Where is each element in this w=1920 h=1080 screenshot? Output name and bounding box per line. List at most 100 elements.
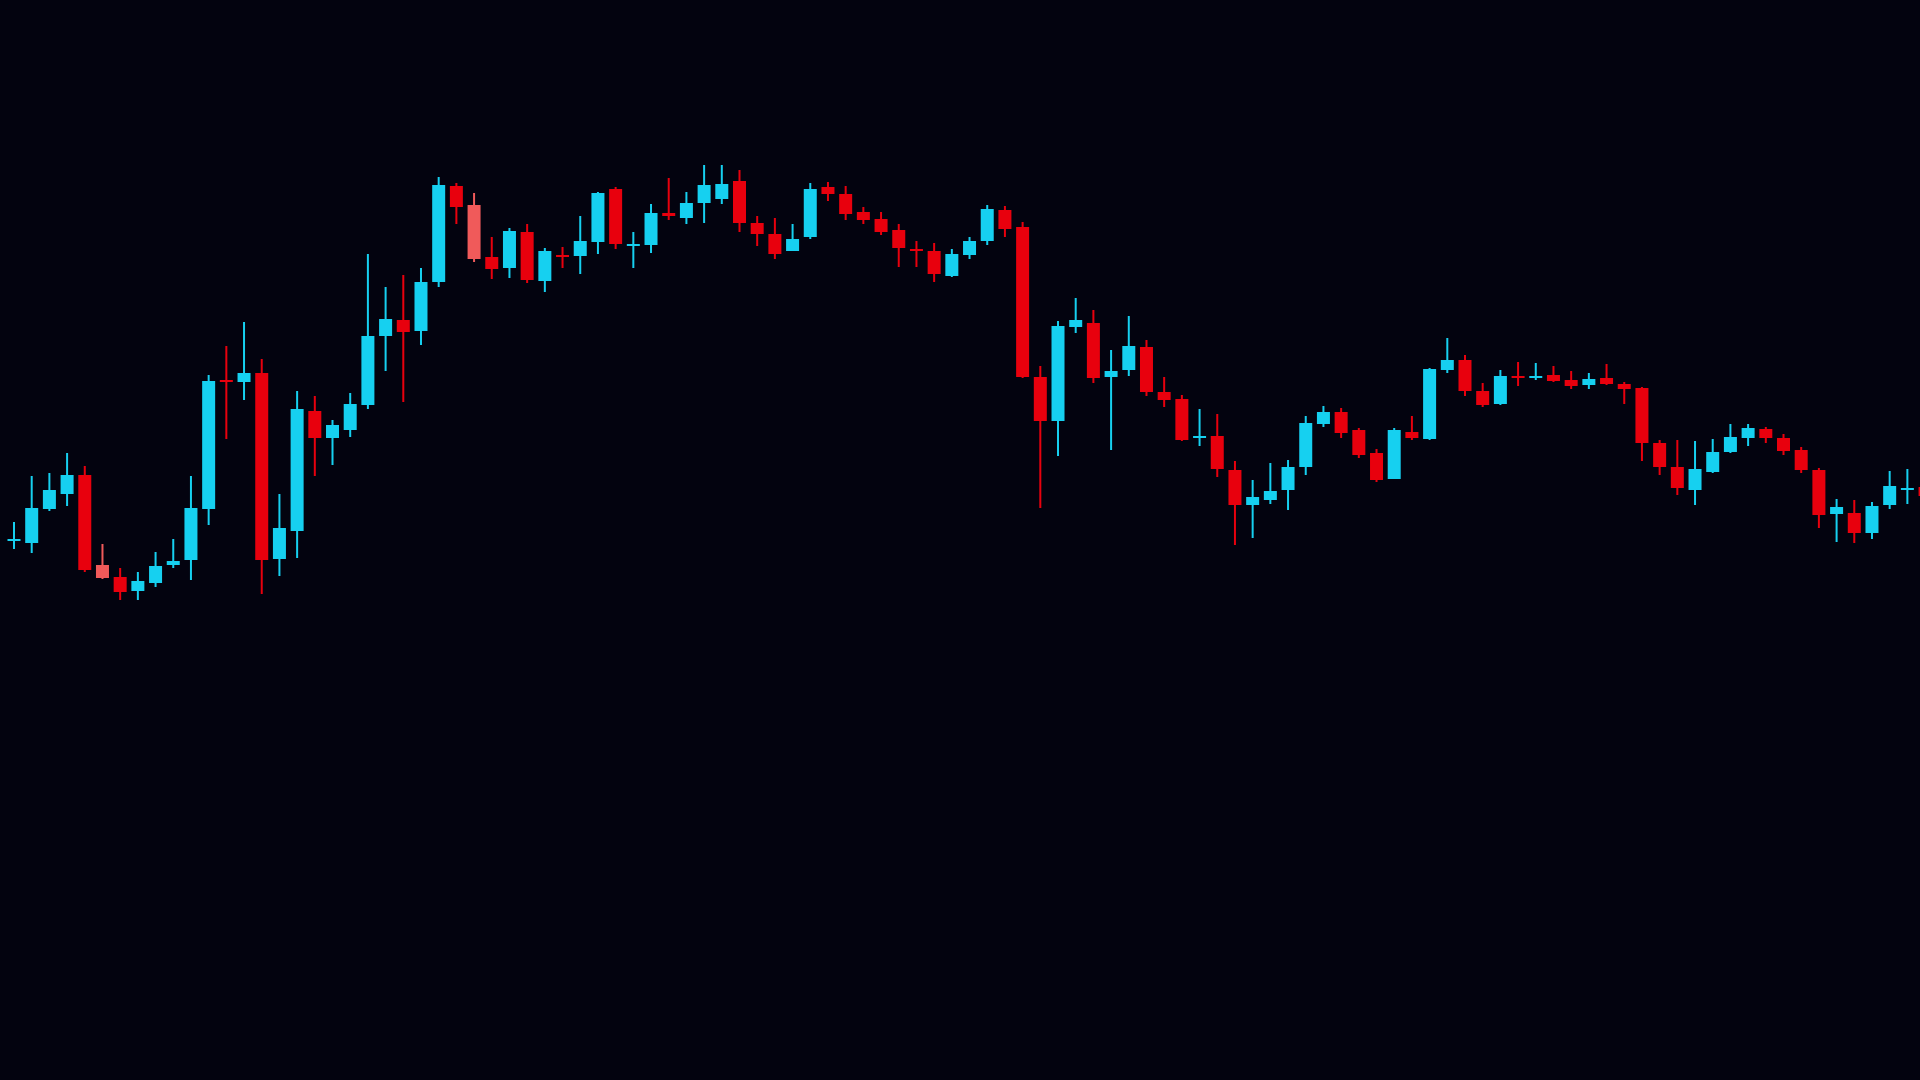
candle	[1033, 366, 1047, 508]
candle	[963, 237, 977, 259]
candle-body	[1918, 487, 1920, 496]
candle	[1670, 440, 1684, 495]
candle	[626, 232, 640, 268]
candle	[945, 249, 959, 277]
candle-body	[414, 282, 428, 331]
candle	[1104, 350, 1118, 450]
candle	[644, 204, 658, 253]
candle-body	[7, 539, 21, 541]
candle-body	[432, 185, 446, 282]
candle	[396, 275, 410, 402]
candle-body	[520, 232, 534, 280]
candle-body	[1405, 432, 1419, 438]
candle	[1387, 428, 1401, 479]
candle-body	[290, 409, 304, 531]
candle	[1564, 371, 1578, 389]
candle	[1175, 395, 1189, 441]
candle	[343, 393, 357, 437]
candle	[485, 237, 499, 279]
candle-body	[1175, 399, 1189, 440]
candle-body	[1759, 429, 1773, 438]
candle	[1794, 447, 1808, 473]
candle-body	[1033, 377, 1047, 421]
candle-body	[1511, 376, 1525, 378]
candle-body	[697, 185, 711, 203]
candle-body	[1104, 371, 1118, 377]
candle-body	[1139, 347, 1153, 392]
candle-body	[184, 508, 198, 560]
candle	[1865, 502, 1879, 539]
candle	[1493, 370, 1507, 405]
candle	[1529, 363, 1543, 380]
candle	[556, 247, 570, 268]
candle-body	[1157, 392, 1171, 400]
candle	[1759, 427, 1773, 443]
candle	[803, 183, 817, 239]
candle	[1069, 298, 1083, 333]
candle-body	[1334, 412, 1348, 433]
candle	[821, 182, 835, 201]
candle	[1900, 469, 1914, 504]
candle	[1122, 316, 1136, 376]
candle	[520, 224, 534, 283]
candle	[1476, 383, 1490, 407]
candle	[290, 391, 304, 558]
candle-body	[821, 187, 835, 194]
candle-body	[980, 209, 994, 241]
candle	[1830, 499, 1844, 542]
candle	[449, 183, 463, 224]
candle	[786, 224, 800, 251]
candle-body	[945, 254, 959, 276]
candle	[149, 552, 163, 587]
candle	[1741, 424, 1755, 446]
candle-body	[78, 475, 92, 570]
candle	[1263, 463, 1277, 504]
candle-body	[998, 210, 1012, 229]
candle-body	[502, 231, 516, 268]
candle	[1688, 441, 1702, 505]
candle-body	[556, 255, 570, 257]
candle-body	[909, 249, 923, 251]
candle	[1228, 461, 1242, 545]
candle-body	[396, 320, 410, 332]
candle	[573, 216, 587, 274]
candle-body	[1600, 378, 1614, 384]
candle	[1777, 434, 1790, 455]
candle	[25, 476, 39, 553]
candle	[1299, 416, 1313, 475]
candle	[1653, 440, 1667, 475]
candle	[1440, 338, 1454, 373]
candle-body	[1193, 436, 1207, 438]
candle	[856, 207, 870, 224]
candle-body	[963, 241, 977, 255]
candle-body	[662, 213, 676, 216]
candle-body	[1051, 326, 1065, 421]
candle	[1617, 382, 1631, 404]
candles-layer	[7, 165, 1920, 600]
candle-body	[202, 381, 216, 509]
candle	[839, 186, 853, 220]
candle-body	[1016, 227, 1030, 377]
candle	[42, 473, 56, 511]
candle	[1918, 487, 1920, 496]
candle-body	[1635, 388, 1649, 443]
candle-body	[1653, 443, 1667, 467]
candle	[892, 224, 906, 267]
candle-body	[113, 577, 127, 592]
candle-body	[1529, 376, 1543, 378]
candle-body	[1086, 323, 1100, 378]
candle-body	[892, 230, 906, 248]
candle-body	[343, 404, 357, 430]
candle-body	[1352, 430, 1366, 455]
candle	[1511, 362, 1525, 386]
candle-body	[1847, 513, 1861, 533]
candle	[980, 205, 994, 245]
candle-body	[95, 565, 109, 578]
candle	[1706, 439, 1720, 473]
candle	[467, 193, 481, 262]
candle-body	[803, 189, 817, 237]
candle	[538, 248, 552, 292]
candle-body	[609, 189, 623, 244]
candle-body	[733, 181, 746, 223]
